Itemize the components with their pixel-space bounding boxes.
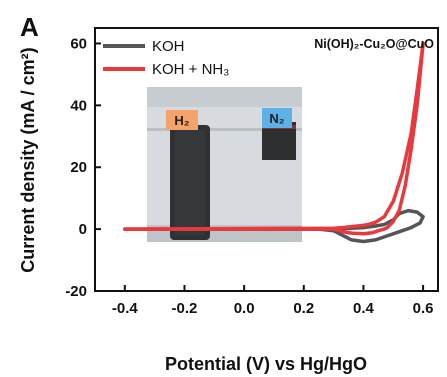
inset-photograph: H₂ N₂ — [147, 87, 302, 242]
y-tick-label: -20 — [65, 283, 87, 300]
y-tick-label: 0 — [79, 221, 87, 238]
h2-label: H₂ — [174, 113, 189, 128]
x-axis-title: Potential (V) vs Hg/HgO — [165, 354, 367, 374]
y-tick-label: 40 — [70, 97, 87, 114]
series-line-1 — [123, 41, 425, 236]
x-tick-label: 0.6 — [413, 300, 434, 317]
panel-label: A — [20, 12, 39, 42]
series-line-2 — [123, 41, 425, 231]
material-annotation: Ni(OH)₂-Cu₂O@CuO — [314, 37, 434, 51]
n2-label: N₂ — [269, 111, 284, 126]
y-tick-label: 60 — [70, 35, 87, 52]
n2-label-box — [262, 108, 292, 128]
legend: KOH KOH + NH₃ — [103, 38, 229, 78]
x-tick-label: 0.0 — [234, 300, 255, 317]
x-tick-label: 0.2 — [293, 300, 314, 317]
plot-frame — [94, 27, 439, 292]
h2-label-box — [166, 110, 198, 130]
legend-label-koh: KOH — [152, 38, 185, 55]
y-axis-title: Current density (mA / cm²) — [18, 47, 38, 272]
legend-label-koh-nh3: KOH + NH₃ — [152, 61, 229, 78]
y-tick-label: 20 — [70, 159, 87, 176]
x-tick-label: -0.4 — [112, 300, 139, 317]
x-tick-label: -0.2 — [172, 300, 198, 317]
x-tick-label: 0.4 — [353, 300, 375, 317]
